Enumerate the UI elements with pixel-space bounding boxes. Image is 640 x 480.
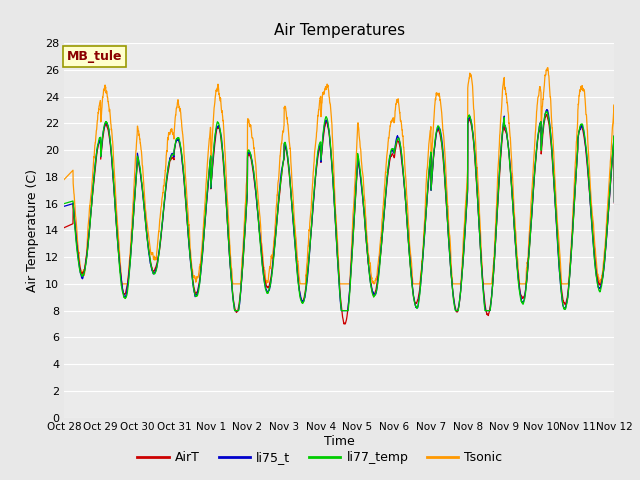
AirT — [60, 225, 68, 230]
AirT — [600, 263, 608, 269]
AirT — [341, 321, 349, 327]
Line: Tsonic: Tsonic — [64, 68, 614, 284]
li77_temp — [60, 201, 68, 206]
Tsonic — [611, 177, 618, 183]
Tsonic — [60, 177, 68, 182]
AirT — [156, 248, 163, 253]
li75_t — [231, 308, 239, 313]
li75_t — [60, 204, 68, 209]
li77_temp — [541, 115, 548, 121]
Tsonic — [544, 65, 552, 71]
li75_t — [541, 115, 548, 120]
li75_t — [123, 288, 131, 294]
AirT — [271, 237, 279, 242]
Tsonic — [123, 281, 131, 287]
Tsonic — [295, 274, 303, 280]
X-axis label: Time: Time — [324, 435, 355, 448]
AirT — [543, 111, 550, 117]
AirT — [611, 200, 618, 206]
AirT — [541, 118, 548, 124]
li77_temp — [123, 292, 131, 298]
Line: AirT: AirT — [64, 114, 614, 324]
li77_temp — [156, 248, 163, 253]
li77_temp — [271, 239, 279, 244]
Tsonic — [118, 281, 125, 287]
li77_temp — [611, 199, 618, 204]
li77_temp — [600, 264, 608, 269]
Tsonic — [271, 221, 279, 227]
li75_t — [600, 265, 608, 271]
li75_t — [611, 199, 618, 205]
li75_t — [271, 237, 279, 242]
li75_t — [543, 107, 550, 112]
Text: MB_tule: MB_tule — [67, 50, 122, 63]
li77_temp — [543, 108, 550, 114]
Tsonic — [600, 255, 608, 261]
AirT — [123, 284, 131, 290]
Tsonic — [541, 80, 548, 85]
Y-axis label: Air Temperature (C): Air Temperature (C) — [26, 169, 39, 292]
li77_temp — [231, 308, 239, 313]
Title: Air Temperatures: Air Temperatures — [274, 23, 404, 38]
li77_temp — [295, 288, 303, 293]
Tsonic — [156, 219, 163, 225]
li75_t — [156, 247, 163, 252]
li75_t — [295, 286, 303, 292]
Legend: AirT, li75_t, li77_temp, Tsonic: AirT, li75_t, li77_temp, Tsonic — [132, 446, 508, 469]
Line: li77_temp: li77_temp — [64, 111, 614, 311]
Line: li75_t: li75_t — [64, 109, 614, 311]
AirT — [295, 284, 303, 289]
